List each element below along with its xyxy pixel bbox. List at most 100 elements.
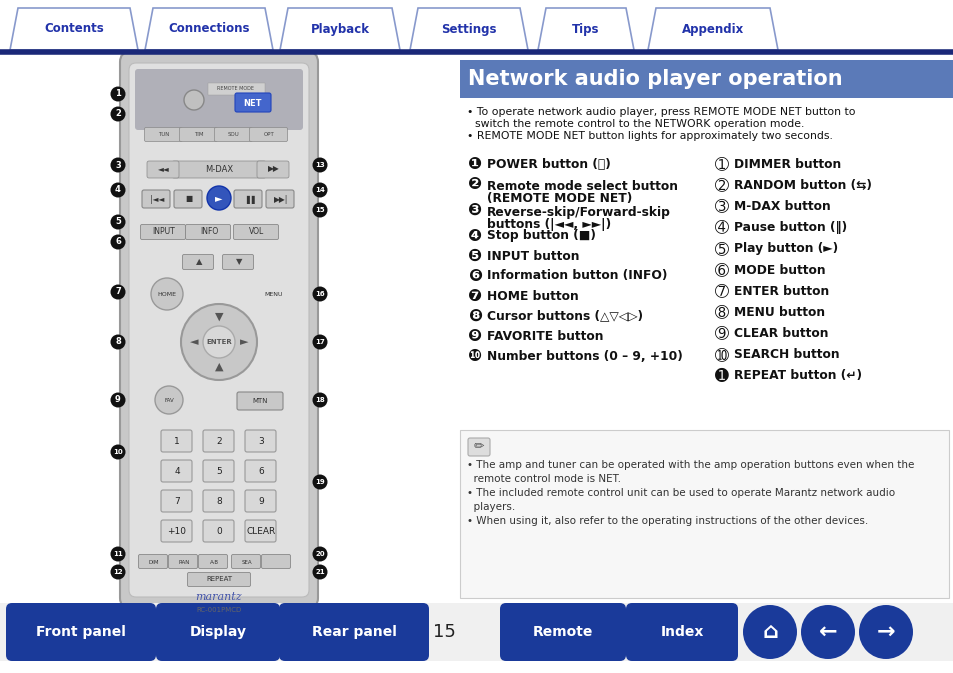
FancyBboxPatch shape (140, 225, 185, 240)
Text: INPUT button: INPUT button (486, 250, 578, 262)
Text: ▲: ▲ (214, 362, 223, 372)
Text: ❻: ❻ (468, 267, 481, 285)
Text: Contents: Contents (44, 22, 104, 36)
FancyBboxPatch shape (245, 520, 275, 542)
Text: 7: 7 (115, 287, 121, 297)
Text: ENTER button: ENTER button (733, 285, 828, 297)
Text: Number buttons (0 – 9, +10): Number buttons (0 – 9, +10) (486, 349, 682, 363)
Text: buttons (|◄◄, ►►|): buttons (|◄◄, ►►|) (486, 218, 611, 231)
FancyBboxPatch shape (236, 392, 283, 410)
Text: ➁: ➁ (715, 176, 728, 194)
Text: ▐▐: ▐▐ (243, 194, 254, 203)
Text: ▼: ▼ (235, 258, 242, 267)
Text: Appendix: Appendix (681, 22, 743, 36)
Text: ❾: ❾ (468, 327, 481, 345)
Text: SEA: SEA (241, 559, 252, 565)
Text: INPUT: INPUT (152, 227, 175, 236)
Text: ➂: ➂ (715, 197, 728, 215)
Text: RAN: RAN (178, 559, 190, 565)
FancyBboxPatch shape (203, 490, 233, 512)
Text: • To operate network audio player, press REMOTE MODE NET button to: • To operate network audio player, press… (467, 107, 855, 117)
FancyBboxPatch shape (245, 460, 275, 482)
FancyBboxPatch shape (245, 490, 275, 512)
FancyBboxPatch shape (250, 127, 287, 141)
Text: 20: 20 (314, 551, 324, 557)
Text: 17: 17 (314, 339, 325, 345)
Text: Playback: Playback (310, 22, 369, 36)
Text: Remote mode select button: Remote mode select button (486, 180, 678, 193)
Text: ❿: ❿ (468, 347, 481, 365)
Text: VOL: VOL (249, 227, 264, 236)
Text: M-DAX button: M-DAX button (733, 200, 830, 213)
FancyBboxPatch shape (0, 603, 953, 661)
FancyBboxPatch shape (278, 603, 429, 661)
FancyBboxPatch shape (222, 254, 253, 269)
Circle shape (111, 215, 126, 229)
Text: ⌂: ⌂ (761, 622, 777, 642)
Text: TIM: TIM (194, 133, 204, 137)
Circle shape (313, 287, 327, 302)
FancyBboxPatch shape (179, 127, 217, 141)
FancyBboxPatch shape (234, 93, 271, 112)
Text: remote control mode is NET.: remote control mode is NET. (467, 474, 620, 484)
Text: Information button (INFO): Information button (INFO) (486, 269, 667, 283)
Text: Play button (►): Play button (►) (733, 242, 838, 255)
Text: MENU: MENU (265, 291, 283, 297)
Text: REPEAT button (↵): REPEAT button (↵) (733, 369, 862, 382)
Text: →: → (876, 622, 894, 642)
FancyBboxPatch shape (233, 190, 262, 208)
FancyBboxPatch shape (161, 520, 192, 542)
Circle shape (111, 106, 126, 122)
Text: • When using it, also refer to the operating instructions of the other devices.: • When using it, also refer to the opera… (467, 516, 867, 526)
Text: ■: ■ (185, 194, 193, 203)
Text: RC-001PMCD: RC-001PMCD (196, 607, 241, 613)
Circle shape (111, 285, 126, 299)
Circle shape (742, 605, 796, 659)
Text: 7: 7 (174, 497, 180, 505)
FancyBboxPatch shape (182, 254, 213, 269)
Text: ➅: ➅ (715, 261, 728, 279)
Circle shape (151, 278, 183, 310)
Text: ❽: ❽ (468, 307, 481, 325)
Text: 1: 1 (115, 90, 121, 98)
Text: Network audio player operation: Network audio player operation (468, 69, 841, 89)
FancyBboxPatch shape (169, 555, 197, 569)
Text: 5: 5 (115, 217, 121, 227)
Text: MTN: MTN (252, 398, 268, 404)
FancyBboxPatch shape (266, 190, 294, 208)
Text: ►: ► (215, 193, 222, 203)
Text: CLEAR: CLEAR (246, 526, 275, 536)
Text: HOME: HOME (157, 291, 176, 297)
Polygon shape (410, 8, 527, 50)
FancyBboxPatch shape (256, 161, 289, 178)
Circle shape (203, 326, 234, 358)
Text: 8: 8 (216, 497, 222, 505)
Circle shape (858, 605, 912, 659)
Text: 5: 5 (216, 466, 222, 476)
FancyBboxPatch shape (233, 225, 278, 240)
Text: Front panel: Front panel (36, 625, 126, 639)
Text: ➆: ➆ (715, 282, 728, 300)
Circle shape (111, 546, 126, 561)
Circle shape (801, 605, 854, 659)
Text: 8: 8 (115, 337, 121, 347)
Circle shape (111, 444, 126, 460)
Text: ❹: ❹ (468, 227, 481, 245)
FancyBboxPatch shape (468, 438, 490, 456)
Circle shape (313, 182, 327, 197)
Text: ➊: ➊ (715, 367, 728, 385)
Text: SOU: SOU (228, 133, 239, 137)
FancyBboxPatch shape (459, 60, 953, 98)
Circle shape (111, 157, 126, 172)
Circle shape (111, 182, 126, 197)
FancyBboxPatch shape (203, 520, 233, 542)
FancyBboxPatch shape (185, 225, 231, 240)
Text: 15: 15 (314, 207, 324, 213)
Text: ◄: ◄ (190, 337, 198, 347)
Text: ➇: ➇ (715, 304, 728, 322)
Text: 2: 2 (216, 437, 222, 446)
Text: Settings: Settings (441, 22, 497, 36)
Polygon shape (537, 8, 634, 50)
FancyBboxPatch shape (232, 555, 260, 569)
Polygon shape (647, 8, 778, 50)
